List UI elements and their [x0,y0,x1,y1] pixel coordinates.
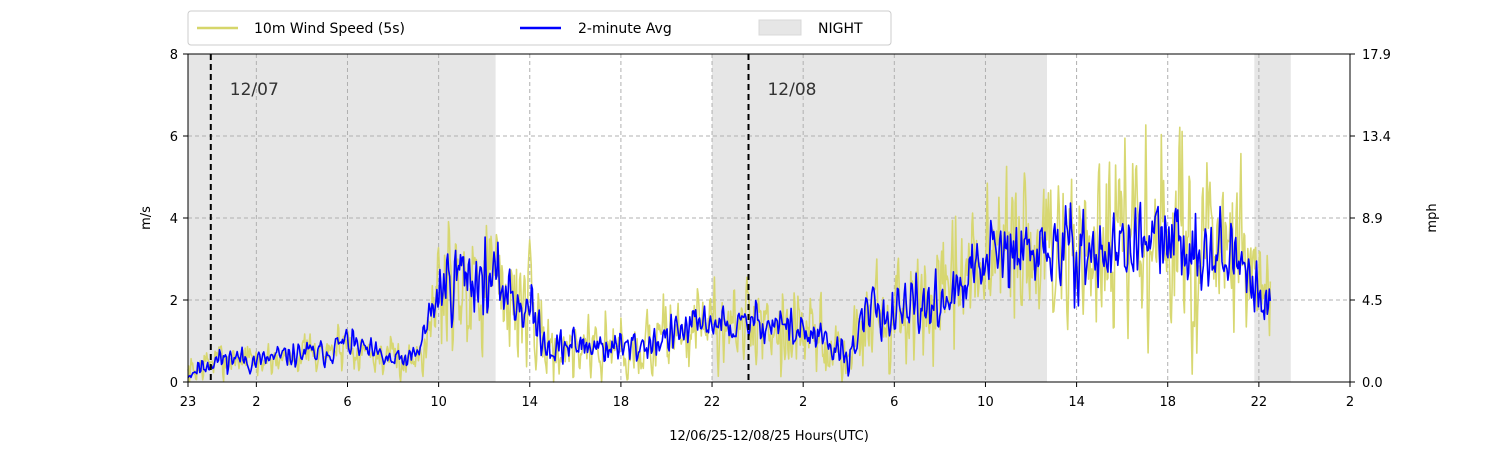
x-tick-label-3: 10 [430,395,447,410]
series-layer [187,124,1272,383]
legend-label-2min-avg: 2-minute Avg [578,21,672,37]
x-tick-label-5: 18 [613,395,630,410]
y-right-tick-label-1: 4.5 [1362,294,1383,309]
x-tick-label-6: 22 [704,395,721,410]
day-marker-layer: 12/07 12/08 [209,54,816,382]
legend: 10m Wind Speed (5s) 2-minute Avg NIGHT [187,10,892,46]
legend-label-night: NIGHT [818,21,863,37]
x-tick-label-9: 10 [977,395,994,410]
y-right-tick-label-3: 13.4 [1362,130,1391,145]
series-line-2min-avg [187,201,1272,379]
x-tick-label-10: 14 [1068,395,1085,410]
y-right-tick-label-4: 17.9 [1362,48,1391,63]
y-left-tick-label-3: 6 [170,130,178,145]
y-left-tick-label-1: 2 [170,294,178,309]
y-left-tick-label-4: 8 [170,48,178,63]
day-marker-label-0: 12/07 [230,80,279,100]
x-tick-label-0: 23 [180,395,197,410]
legend-label-wind-speed: 10m Wind Speed (5s) [254,21,405,37]
y-right-tick-label-0: 0.0 [1362,376,1383,391]
plot-area: 12/07 12/08 [187,53,1351,383]
y-left-tick-label-2: 4 [170,212,178,227]
y-axis-left-title: m/s [139,206,154,230]
x-tick-label-13: 2 [1346,395,1354,410]
night-shading-layer [188,54,1291,382]
x-axis-ticks: 23 2 6 10 14 18 22 2 6 10 14 18 22 2 [180,382,1354,410]
y-axis-left-ticks: 0 2 4 6 8 [170,48,188,391]
x-tick-label-11: 18 [1159,395,1176,410]
legend-swatch-night [758,19,802,36]
day-marker-label-1: 12/08 [767,80,816,100]
x-tick-label-2: 6 [343,395,351,410]
y-right-tick-label-2: 8.9 [1362,212,1383,227]
y-left-tick-label-0: 0 [170,376,178,391]
x-tick-label-8: 6 [890,395,898,410]
x-tick-label-1: 2 [252,395,260,410]
x-tick-label-7: 2 [799,395,807,410]
y-axis-right-title: mph [1425,203,1440,232]
x-tick-label-4: 14 [521,395,538,410]
x-axis-title: 12/06/25-12/08/25 Hours(UTC) [669,429,869,444]
x-tick-label-12: 22 [1251,395,1268,410]
y-axis-right-ticks: 0.0 4.5 8.9 13.4 17.9 [1350,48,1391,391]
